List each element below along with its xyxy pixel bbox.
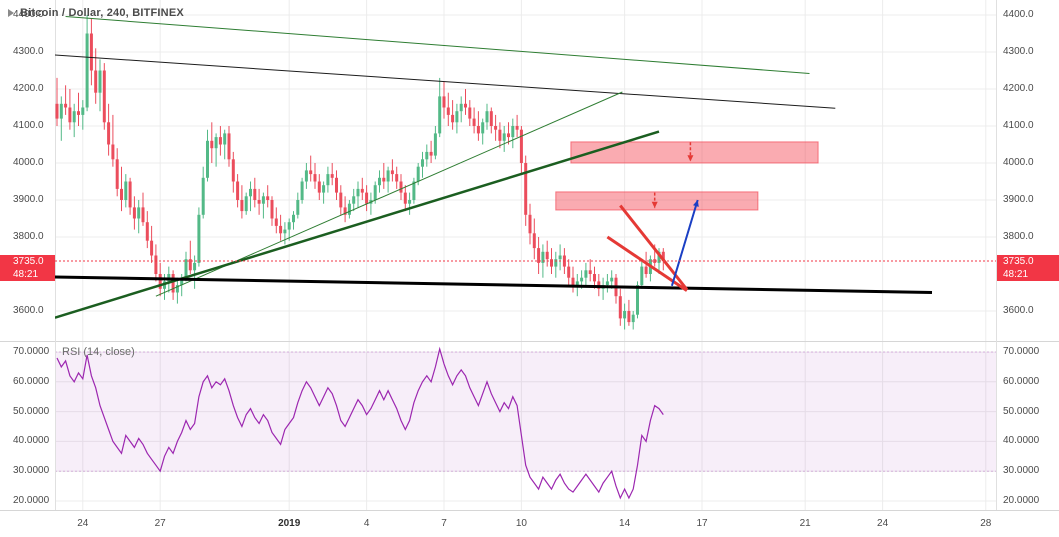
rsi-tick-label: 50.0000 [13, 405, 50, 417]
current-price-tag-right: 3735.0 [997, 255, 1059, 268]
price-tick-label: 3900.0 [1003, 194, 1034, 205]
right-price-axis[interactable]: 4400.0 4300.0 4200.0 4100.0 4000.0 3900.0 3800… [997, 0, 1059, 510]
rsi-tick-label: 70.0000 [1003, 346, 1040, 357]
time-tick-label: 27 [154, 518, 166, 529]
time-tick-label: 24 [877, 518, 889, 529]
trendline-descending-green[interactable] [65, 16, 810, 74]
rsi-legend-text: RSI (14, close) [62, 346, 135, 358]
rsi-band [55, 352, 996, 472]
time-tick-label: 21 [799, 518, 811, 529]
price-tick-label: 3600.0 [13, 305, 44, 316]
rsi-line [56, 346, 664, 500]
price-tick-label: 4200.0 [1003, 83, 1034, 94]
current-price-tag-left: 3735.0 [0, 255, 55, 268]
resistance-zone-upper[interactable] [570, 141, 819, 164]
time-tick-label: 2019 [278, 518, 301, 529]
countdown-tag-left: 48:21 [0, 268, 55, 281]
price-tick-label: 3600.0 [1003, 305, 1034, 316]
price-tick-label: 4300.0 [1003, 46, 1034, 57]
rsi-tick-label: 40.0000 [1003, 435, 1040, 447]
rsi-tick-label: 20.0000 [1003, 495, 1040, 506]
target-arrow-red-upper[interactable] [687, 142, 694, 162]
countdown-tag-right: 48:21 [997, 268, 1059, 281]
rsi-tick-label: 40.0000 [13, 435, 50, 447]
legend-collapse-icon[interactable] [8, 9, 14, 17]
time-tick-label: 24 [77, 518, 89, 529]
price-tick-label: 4000.0 [1003, 157, 1034, 168]
price-tick-label: 4000.0 [13, 157, 44, 168]
symbol-legend[interactable]: Bitcoin / Dollar, 240, BITFINEX [8, 7, 184, 19]
rsi-legend[interactable]: RSI (14, close) [62, 346, 135, 358]
trendline-ascending-green-thick[interactable] [55, 130, 660, 319]
red-trendline-steep[interactable] [619, 204, 689, 291]
symbol-title: Bitcoin / Dollar, 240, BITFINEX [20, 7, 184, 19]
rsi-tick-label: 60.0000 [1003, 375, 1040, 387]
price-tick-label: 3800.0 [1003, 231, 1034, 242]
projection-arrow-blue-up[interactable] [670, 199, 699, 287]
time-tick-label: 17 [696, 518, 708, 529]
price-tick-label: 3900.0 [13, 194, 44, 205]
support-line-black-thick[interactable] [55, 275, 933, 294]
price-tick-label: 4400.0 [13, 9, 44, 20]
rsi-tick-label: 70.0000 [13, 346, 50, 357]
trendline-descending-black[interactable] [55, 54, 836, 109]
time-tick-label: 7 [441, 518, 447, 529]
resistance-zone-lower[interactable] [555, 191, 759, 211]
rsi-tick-label: 60.0000 [13, 375, 50, 387]
time-tick-label: 4 [363, 518, 370, 529]
price-tick-label: 4300.0 [13, 46, 44, 57]
rsi-tick-label: 30.0000 [13, 465, 50, 477]
rsi-tick-label: 30.0000 [1003, 465, 1040, 477]
left-price-axis[interactable]: 4400.0 4300.0 4200.0 4100.0 4000.0 3900.0 3800… [0, 0, 55, 510]
time-tick-label: 14 [619, 518, 631, 529]
price-tick-label: 4200.0 [13, 83, 44, 94]
price-tick-label: 4100.0 [1003, 120, 1034, 131]
price-tick-label: 4400.0 [1003, 9, 1034, 20]
time-tick-label: 28 [980, 518, 992, 529]
price-tick-label: 4100.0 [13, 120, 44, 131]
price-tick-label: 3800.0 [13, 231, 44, 242]
target-arrow-red-lower[interactable] [651, 192, 658, 209]
rsi-tick-label: 50.0000 [1003, 405, 1040, 417]
red-trendline-shallow[interactable] [606, 235, 688, 292]
rsi-tick-label: 20.0000 [13, 495, 50, 506]
time-axis[interactable]: 24 27 2019 4 7 10 14 17 21 24 28 [0, 511, 1059, 537]
time-tick-label: 10 [515, 518, 527, 529]
